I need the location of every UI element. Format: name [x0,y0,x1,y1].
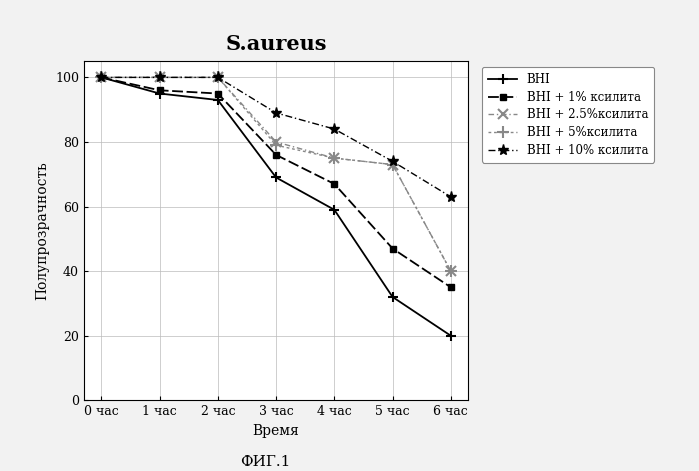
BHI + 10% ксилита [272,110,280,116]
BHI + 10% ксилита [97,74,106,80]
Y-axis label: Полупрозрачность: Полупрозрачность [36,162,50,300]
BHI + 5%ксилита [214,74,222,80]
BHI [214,97,222,103]
BHI [389,294,397,300]
BHI [155,91,164,97]
BHI + 5%ксилита [389,162,397,167]
Line: BHI: BHI [96,73,456,341]
BHI + 5%ксилита [97,74,106,80]
BHI + 1% ксилита [272,152,280,158]
BHI + 1% ксилита [330,181,338,187]
BHI + 10% ксилита [330,126,338,132]
BHI + 5%ксилита [330,155,338,161]
BHI + 10% ксилита [389,159,397,164]
BHI + 2.5%ксилита [214,74,222,80]
BHI + 1% ксилита [214,91,222,97]
BHI + 5%ксилита [447,268,455,274]
BHI + 10% ксилита [155,74,164,80]
Text: ФИГ.1: ФИГ.1 [240,455,291,469]
BHI + 1% ксилита [155,88,164,93]
BHI + 2.5%ксилита [97,74,106,80]
Legend: BHI, BHI + 1% ксилита, BHI + 2.5%ксилита, BHI + 5%ксилита, BHI + 10% ксилита: BHI, BHI + 1% ксилита, BHI + 2.5%ксилита… [482,67,654,163]
Line: BHI + 1% ксилита: BHI + 1% ксилита [98,74,454,291]
BHI + 2.5%ксилита [330,155,338,161]
BHI + 2.5%ксилита [155,74,164,80]
BHI + 2.5%ксилита [389,162,397,167]
BHI [447,333,455,339]
BHI + 1% ксилита [97,74,106,80]
Line: BHI + 10% ксилита: BHI + 10% ксилита [96,72,456,203]
BHI + 1% ксилита [447,284,455,290]
BHI + 10% ксилита [214,74,222,80]
BHI [97,74,106,80]
X-axis label: Время: Время [253,424,299,438]
Line: BHI + 2.5%ксилита: BHI + 2.5%ксилита [96,73,456,276]
BHI + 2.5%ксилита [272,139,280,145]
BHI [330,207,338,212]
Title: S.aureus: S.aureus [225,34,327,54]
BHI + 10% ксилита [447,194,455,200]
BHI + 2.5%ксилита [447,268,455,274]
Line: BHI + 5%ксилита: BHI + 5%ксилита [96,72,456,277]
BHI + 5%ксилита [272,142,280,148]
BHI + 1% ксилита [389,246,397,252]
BHI + 5%ксилита [155,74,164,80]
BHI [272,175,280,180]
